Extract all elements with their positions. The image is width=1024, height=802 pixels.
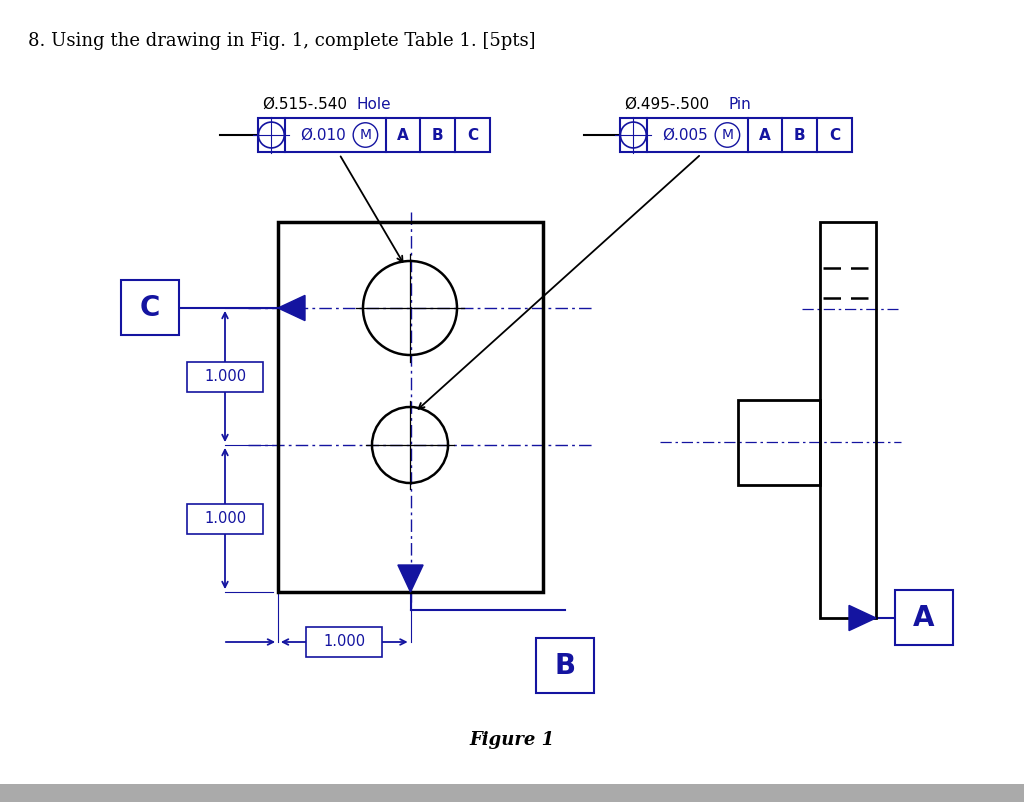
- Text: 1.000: 1.000: [204, 369, 246, 384]
- Text: A: A: [397, 128, 409, 143]
- Text: C: C: [467, 128, 478, 143]
- Text: Ø.515-.540: Ø.515-.540: [262, 97, 347, 112]
- Bar: [306, 627, 382, 657]
- Bar: [278, 222, 543, 592]
- Text: A: A: [759, 128, 771, 143]
- Text: M: M: [722, 128, 733, 142]
- Bar: [738, 400, 820, 485]
- Bar: [187, 504, 263, 533]
- Text: Ø.010: Ø.010: [300, 128, 346, 143]
- Text: 1.000: 1.000: [204, 511, 246, 526]
- Text: A: A: [913, 603, 935, 631]
- Text: B: B: [432, 128, 443, 143]
- Text: C: C: [140, 294, 160, 322]
- Text: 1.000: 1.000: [324, 634, 366, 650]
- Text: Ø.005: Ø.005: [663, 128, 708, 143]
- Text: Pin: Pin: [729, 97, 752, 112]
- Bar: [258, 118, 490, 152]
- Bar: [536, 638, 594, 693]
- Text: M: M: [359, 128, 372, 142]
- Text: Ø.495-.500: Ø.495-.500: [624, 97, 710, 112]
- Text: Figure 1: Figure 1: [469, 731, 555, 749]
- Polygon shape: [398, 565, 423, 592]
- Polygon shape: [278, 295, 305, 321]
- Text: B: B: [794, 128, 806, 143]
- Bar: [820, 222, 876, 618]
- Polygon shape: [849, 606, 876, 630]
- Bar: [187, 362, 263, 391]
- Bar: [121, 280, 179, 335]
- Text: Hole: Hole: [357, 97, 391, 112]
- Bar: [0, 784, 1024, 802]
- Bar: [895, 590, 953, 645]
- Text: 8. Using the drawing in Fig. 1, complete Table 1. [5pts]: 8. Using the drawing in Fig. 1, complete…: [28, 32, 536, 50]
- Bar: [620, 118, 852, 152]
- Text: C: C: [829, 128, 840, 143]
- Text: B: B: [554, 651, 575, 679]
